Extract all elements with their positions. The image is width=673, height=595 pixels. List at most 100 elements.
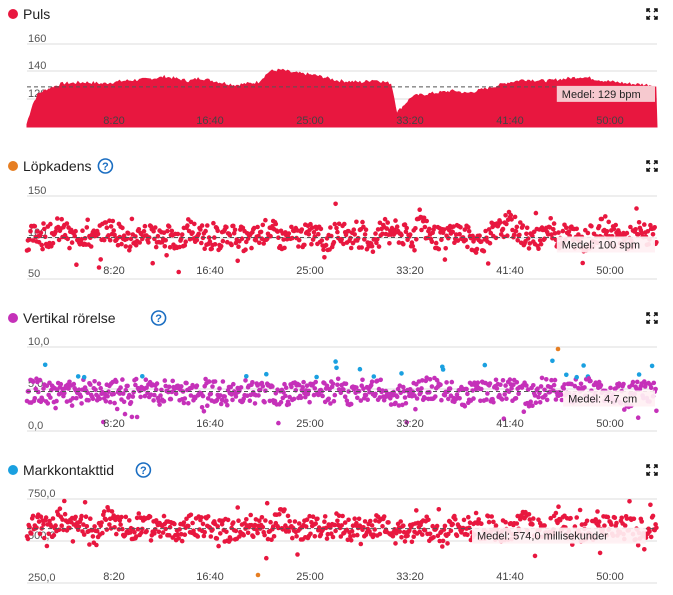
data-point	[346, 389, 351, 394]
data-point	[182, 532, 188, 537]
x-tick-label: 41:40	[496, 265, 524, 277]
data-point	[536, 246, 541, 251]
data-point	[107, 237, 113, 243]
data-point	[343, 381, 349, 387]
data-point	[179, 538, 185, 544]
data-point	[169, 389, 175, 395]
data-point	[440, 544, 445, 549]
data-point	[245, 530, 251, 536]
data-point	[304, 517, 310, 522]
expand-icon[interactable]	[646, 312, 658, 324]
data-point	[463, 237, 469, 243]
data-point	[111, 228, 116, 233]
x-tick-label: 41:40	[496, 115, 524, 127]
data-point	[614, 520, 619, 526]
data-point	[332, 392, 338, 398]
data-point	[560, 228, 566, 234]
x-tick-label: 50:00	[596, 418, 624, 430]
data-point	[198, 227, 203, 232]
data-point	[550, 358, 555, 364]
data-point	[129, 414, 135, 420]
average-label: Medel: 100 spm	[562, 240, 640, 252]
data-point	[94, 528, 100, 534]
data-point	[32, 396, 38, 401]
data-point	[166, 224, 172, 229]
data-point	[331, 239, 337, 245]
data-point	[321, 247, 326, 252]
data-point	[341, 387, 346, 392]
data-point	[74, 395, 79, 401]
data-point	[394, 224, 400, 229]
data-point	[485, 261, 491, 266]
data-point	[214, 536, 220, 541]
data-point	[413, 406, 418, 412]
data-point	[649, 363, 655, 369]
data-point	[473, 510, 479, 516]
data-point	[95, 231, 101, 237]
data-point	[375, 227, 381, 232]
data-point	[128, 400, 134, 405]
data-point	[62, 498, 67, 504]
data-point	[419, 227, 424, 233]
data-point	[162, 244, 168, 249]
data-point	[64, 221, 70, 226]
data-point	[161, 398, 167, 404]
data-point	[397, 529, 403, 534]
data-point	[248, 512, 253, 518]
data-point	[602, 523, 607, 528]
data-point	[605, 514, 611, 520]
data-point	[43, 515, 49, 520]
data-point	[402, 395, 408, 400]
data-point	[310, 514, 316, 519]
data-point	[33, 386, 38, 392]
data-point	[133, 234, 138, 239]
data-point	[114, 406, 120, 412]
data-point	[157, 402, 162, 407]
data-point	[636, 220, 642, 225]
data-point	[83, 514, 89, 519]
data-point	[390, 533, 396, 539]
data-point	[500, 226, 506, 232]
data-point	[332, 221, 338, 227]
data-point	[252, 522, 258, 528]
data-point	[133, 382, 138, 388]
y-tick-label: 150	[28, 185, 46, 197]
data-point	[53, 405, 58, 411]
data-point	[105, 393, 110, 399]
expand-icon[interactable]	[646, 464, 658, 476]
data-point	[355, 235, 361, 241]
data-point	[165, 228, 170, 234]
expand-icon[interactable]	[646, 160, 658, 172]
data-point	[596, 519, 602, 524]
data-point	[220, 379, 226, 384]
data-point	[42, 234, 48, 240]
data-point	[175, 231, 181, 237]
data-point	[276, 525, 281, 531]
data-point	[569, 381, 574, 387]
data-point	[137, 240, 142, 245]
chart-title: Markkontakttid	[23, 462, 114, 478]
data-point	[388, 396, 393, 401]
data-point	[299, 227, 305, 232]
data-point	[224, 398, 229, 404]
data-point	[551, 226, 556, 232]
data-point	[79, 236, 84, 242]
data-point	[74, 262, 79, 268]
help-icon[interactable]: ?	[135, 462, 152, 478]
x-tick-label: 50:00	[596, 265, 624, 277]
data-point	[122, 411, 128, 417]
data-point	[440, 367, 446, 372]
data-point	[562, 382, 567, 387]
help-icon[interactable]: ?	[97, 158, 114, 174]
data-point	[429, 239, 435, 245]
data-point	[360, 377, 365, 383]
data-point	[446, 235, 451, 241]
data-point	[125, 383, 130, 389]
expand-icon[interactable]	[646, 8, 658, 20]
data-point	[81, 522, 86, 527]
data-point	[348, 401, 354, 407]
expand-arrow	[653, 15, 658, 20]
data-point	[457, 231, 462, 237]
help-icon[interactable]: ?	[150, 310, 167, 326]
data-point	[106, 389, 111, 395]
